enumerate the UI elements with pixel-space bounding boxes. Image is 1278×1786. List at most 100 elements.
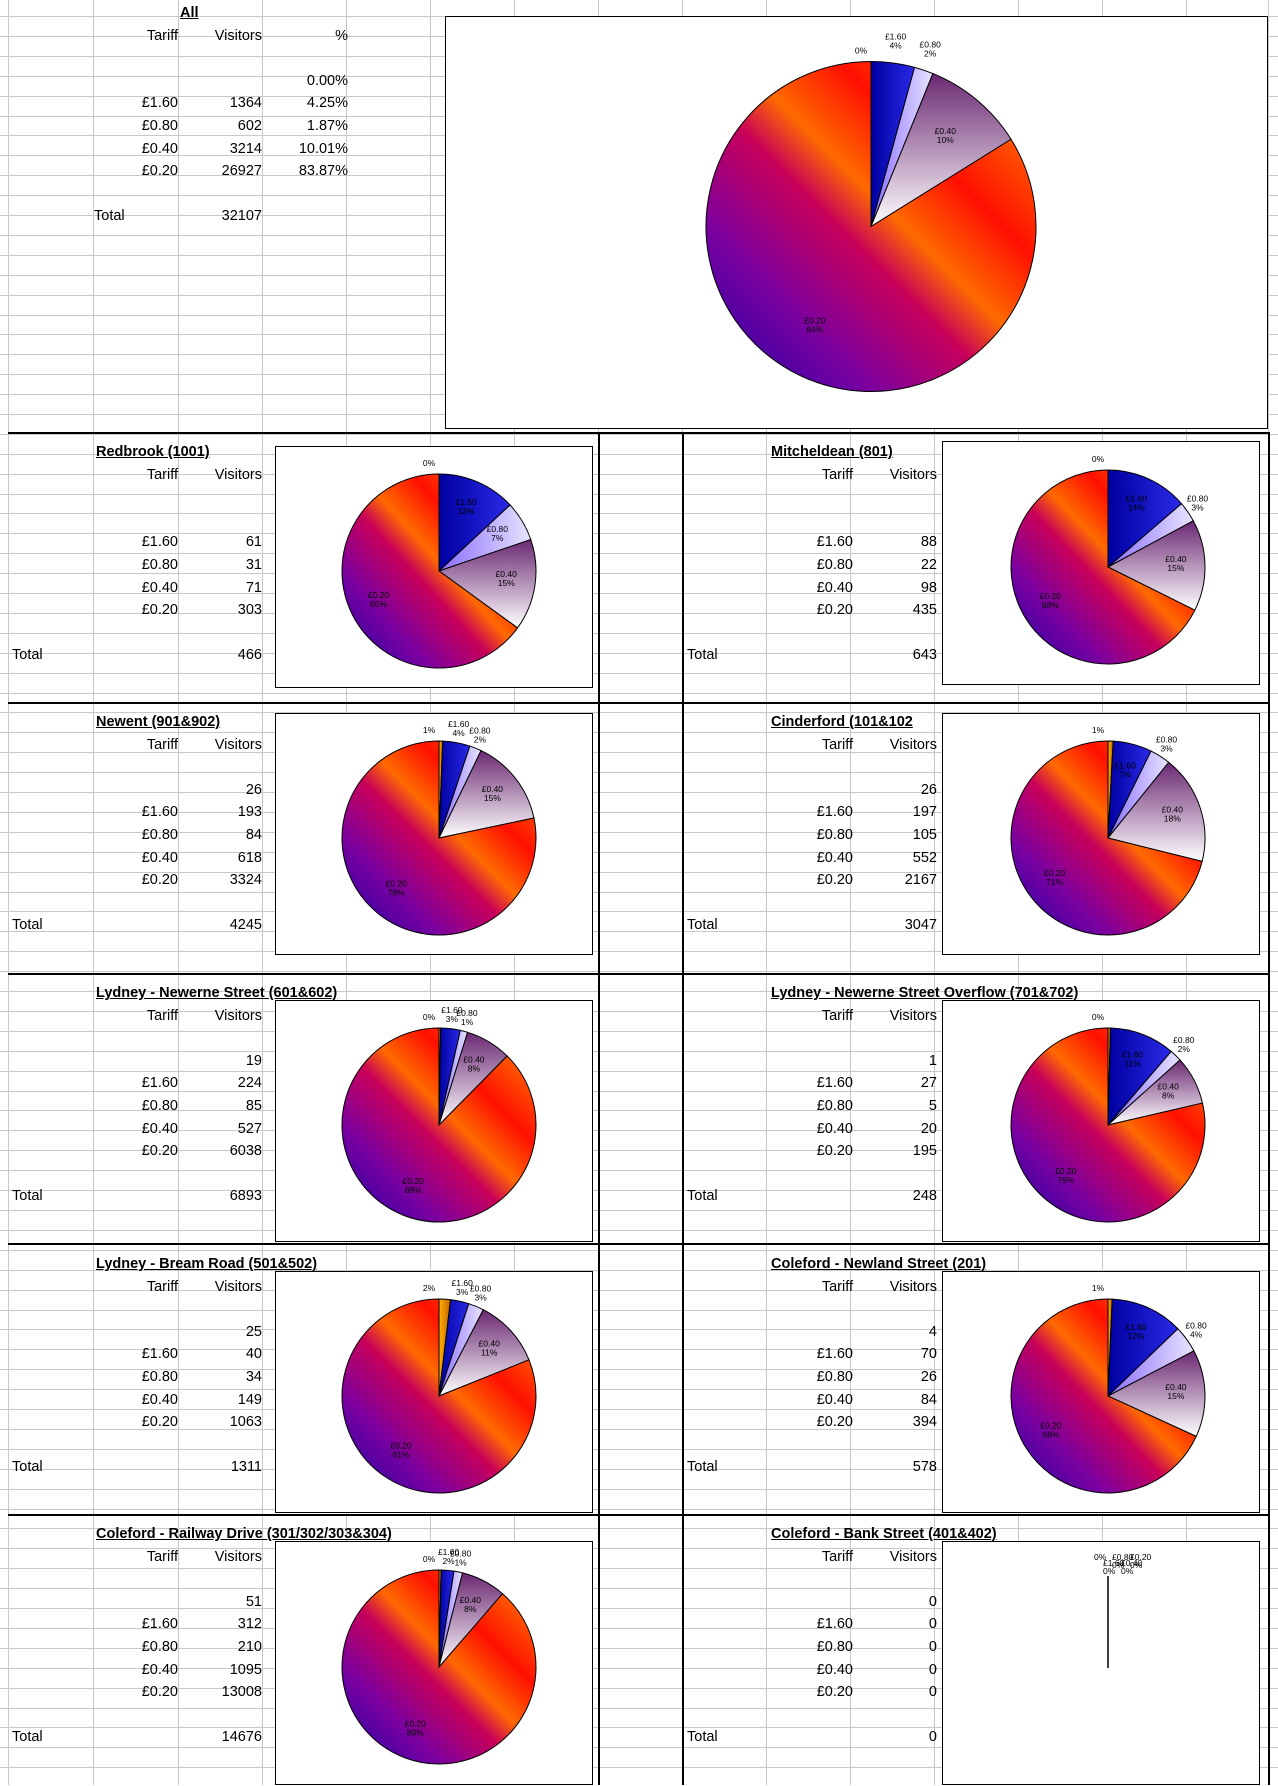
cell-tariff: £0.80 (816, 1369, 853, 1385)
pie-chart: 0% £1.60 13% £0.80 7% £0.40 15% £0.20 65% (275, 446, 593, 688)
pie-slice-label: 65% (370, 599, 387, 609)
pie-slice (1107, 1027, 1172, 1127)
pie-slice-label: 11% (481, 1347, 498, 1357)
cell-visitors: 210 (237, 1639, 262, 1655)
pie-slice-label: £0.40 (479, 1338, 501, 1348)
pie-slice (869, 72, 1012, 228)
pie-slice-label: £0.20 (386, 879, 408, 889)
cell-tariff: £0.40 (141, 140, 178, 157)
cell-tariff: £0.20 (141, 602, 178, 619)
cell-visitors: 435 (912, 602, 937, 619)
pie-slice (1010, 469, 1196, 665)
cell-visitors: 1364 (229, 95, 262, 112)
cell-visitors: 51 (245, 1593, 262, 1610)
pie-slice-label: £1.60 (452, 1278, 474, 1288)
cell-visitors: 26 (920, 781, 937, 798)
pie-chart: 0% £1.60 2% £0.80 1% £0.40 8% £0.20 89% (275, 1541, 593, 1785)
cell-tariff: £0.20 (141, 1684, 178, 1701)
pie-slice-label: £1.60 (441, 1005, 463, 1015)
pie-slice-label: 78% (388, 888, 405, 898)
pie-slice-label: £0.80 (469, 725, 491, 735)
pie-slice (1106, 520, 1206, 611)
pie-slice-label: £1.60 (455, 497, 477, 507)
pie-slice-label: £0.20 (1044, 868, 1066, 878)
cell-tariff: £0.20 (141, 872, 178, 889)
pie-slice-label: £0.80 (450, 1549, 472, 1559)
pie-slice-label: 3% (1160, 743, 1173, 753)
cell-visitors: 98 (920, 579, 937, 596)
cell-percent: 0.00% (306, 72, 348, 89)
pie-slice-label: £0.80 (1187, 493, 1209, 503)
pie-slice-label: £1.60 (1122, 1050, 1144, 1060)
pie-slice-label: £0.80 (920, 39, 942, 49)
cell-visitors: 31 (245, 557, 262, 573)
pie-slice-label: £0.20 (1040, 591, 1062, 601)
pie-slice-label: £1.60 (1115, 760, 1137, 770)
cell-visitors: 26927 (221, 163, 262, 180)
pie-slice-label: 4% (1190, 1329, 1203, 1339)
pie-slice-label: £0.40 (463, 1055, 485, 1065)
cell-tariff: £0.40 (816, 849, 853, 866)
pie-slice-label: 8% (464, 1604, 477, 1614)
cell-visitors: 0 (928, 1593, 937, 1610)
pie-slice (341, 1027, 537, 1223)
pie-slice-label: 1% (1092, 725, 1105, 735)
cell-tariff: £0.80 (816, 1098, 853, 1114)
pie-chart: 1% £1.60 7% £0.80 3% £0.40 18% £0.20 71% (942, 713, 1260, 955)
pie-slice-label: £0.80 (1185, 1320, 1207, 1330)
header-visitors: Visitors (214, 27, 262, 44)
pie-slice (1010, 740, 1203, 936)
total-value: 248 (912, 1188, 937, 1205)
pie-slice-label: 88% (405, 1185, 422, 1195)
section-title: Coleford - Railway Drive (301/302/303&30… (96, 1526, 392, 1542)
total-label: Total (687, 1188, 718, 1205)
cell-tariff: £0.40 (141, 1391, 178, 1408)
section-title: Lydney - Newerne Street Overflow (701&70… (771, 985, 1079, 1001)
cell-visitors: 1063 (229, 1414, 262, 1431)
cell-tariff: £0.80 (141, 1639, 178, 1655)
cell-visitors: 6038 (229, 1143, 262, 1160)
cell-visitors: 312 (237, 1616, 262, 1633)
pie-chart: 0% £1.60 4% £0.80 2% £0.40 10% £0.20 84% (445, 16, 1268, 429)
pie-slice-label: £0.20 (1040, 1421, 1062, 1431)
cell-tariff: £0.80 (141, 1098, 178, 1114)
header-percent: % (335, 27, 348, 44)
cell-visitors: 303 (237, 602, 262, 619)
total-label: Total (687, 1729, 718, 1746)
header-tariff: Tariff (146, 1548, 178, 1565)
cell-tariff: £0.20 (141, 163, 178, 180)
total-value: 3047 (904, 917, 937, 934)
header-visitors: Visitors (214, 1278, 262, 1295)
pie-slice-label: 0% (1130, 1560, 1143, 1570)
cell-visitors: 552 (912, 849, 937, 866)
pie-slice-label: 15% (498, 578, 515, 588)
section-title: Cinderford (101&102 (771, 714, 913, 730)
pie-slice-label: £0.20 (804, 316, 826, 326)
pie-slice-label: 0% (1103, 1566, 1116, 1576)
cell-tariff: £0.80 (816, 557, 853, 573)
header-visitors: Visitors (889, 1007, 937, 1024)
cell-visitors: 84 (245, 827, 262, 843)
cell-visitors: 26 (245, 781, 262, 798)
cell-visitors: 105 (912, 827, 937, 843)
cell-tariff: £0.40 (141, 1120, 178, 1137)
header-visitors: Visitors (889, 1278, 937, 1295)
cell-visitors: 0 (928, 1661, 937, 1678)
total-value: 14676 (221, 1729, 262, 1746)
cell-visitors: 40 (245, 1346, 262, 1363)
pie-chart: 1% £1.60 4% £0.80 2% £0.40 15% £0.20 78% (275, 713, 593, 955)
section-title: Mitcheldean (801) (771, 444, 893, 460)
header-visitors: Visitors (889, 466, 937, 483)
cell-visitors: 88 (920, 534, 937, 551)
cell-tariff: £0.40 (816, 1120, 853, 1137)
pie-chart: 0% £1.60 0% £0.80 0% £0.40 0% £0.20 0% (942, 1541, 1260, 1785)
cell-visitors: 149 (237, 1391, 262, 1408)
total-label: Total (687, 1459, 718, 1476)
pie-slice-label: 4% (889, 40, 902, 50)
cell-visitors: 61 (245, 534, 262, 551)
header-tariff: Tariff (146, 1278, 178, 1295)
cell-visitors: 618 (237, 849, 262, 866)
cell-visitors: 1095 (229, 1661, 262, 1678)
